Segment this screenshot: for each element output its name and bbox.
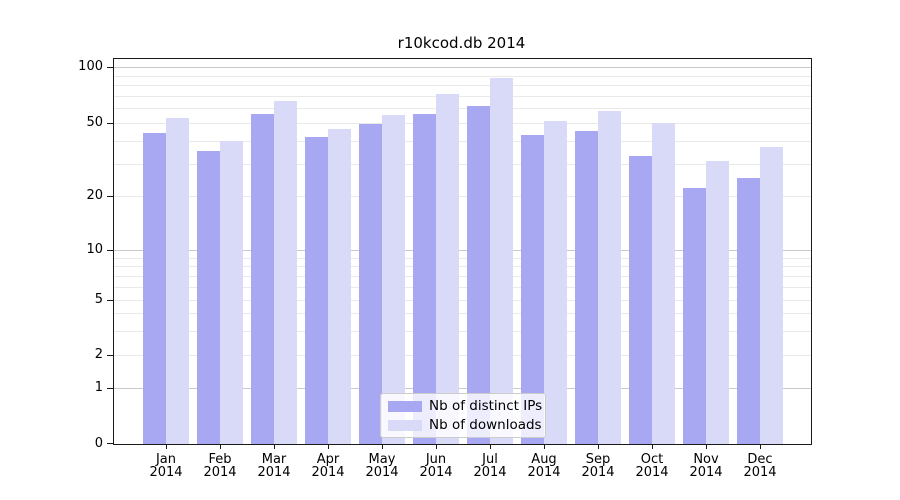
x-tick-label: Apr 2014 bbox=[311, 452, 345, 480]
y-gridline-minor bbox=[114, 257, 811, 259]
y-gridline-minor bbox=[114, 330, 811, 332]
legend-label-downloads: Nb of downloads bbox=[429, 417, 542, 433]
x-tick-label: Feb 2014 bbox=[203, 452, 237, 480]
x-tick-label: May 2014 bbox=[365, 452, 399, 480]
y-gridline-minor bbox=[114, 75, 811, 77]
bar-distinct-ips bbox=[413, 113, 436, 444]
y-gridline-minor bbox=[114, 313, 811, 315]
bar-distinct-ips bbox=[467, 105, 490, 444]
y-gridline-minor bbox=[114, 266, 811, 268]
bar-downloads bbox=[166, 118, 189, 444]
y-tick-label: 20 bbox=[86, 188, 103, 203]
bar-distinct-ips bbox=[197, 151, 220, 444]
y-gridline bbox=[114, 122, 811, 124]
x-tick-label: Jun 2014 bbox=[419, 452, 453, 480]
bar-downloads bbox=[760, 146, 783, 444]
y-tick-mark bbox=[107, 250, 114, 252]
bar-downloads bbox=[652, 122, 675, 444]
bar-downloads bbox=[220, 140, 243, 444]
y-tick-label: 2 bbox=[94, 347, 103, 363]
y-gridline bbox=[114, 355, 811, 357]
y-tick-label: 10 bbox=[86, 242, 103, 258]
legend-swatch-downloads bbox=[388, 419, 422, 431]
x-tick-mark bbox=[652, 444, 653, 449]
bar-downloads bbox=[706, 160, 729, 444]
y-tick-mark bbox=[107, 122, 114, 124]
x-tick-mark bbox=[274, 444, 275, 449]
y-gridline-minor bbox=[114, 108, 811, 110]
chart-title: r10kcod.db 2014 bbox=[397, 34, 526, 52]
y-tick-mark bbox=[107, 355, 114, 357]
x-tick-mark bbox=[382, 444, 383, 449]
bar-downloads bbox=[544, 121, 567, 444]
y-gridline-minor bbox=[114, 286, 811, 288]
legend-item-distinct-ips: Nb of distinct IPs bbox=[388, 398, 545, 414]
x-tick-label: Oct 2014 bbox=[635, 452, 669, 480]
y-gridline bbox=[114, 250, 811, 252]
x-tick-label: Jan 2014 bbox=[149, 452, 183, 480]
y-gridline-minor bbox=[114, 140, 811, 142]
bar-distinct-ips bbox=[521, 134, 544, 444]
x-tick-mark bbox=[706, 444, 707, 449]
legend: Nb of distinct IPs Nb of downloads bbox=[380, 393, 546, 438]
legend-label-distinct-ips: Nb of distinct IPs bbox=[429, 398, 543, 414]
x-tick-label: Aug 2014 bbox=[527, 452, 561, 480]
y-tick-label: 0 bbox=[94, 436, 103, 451]
x-tick-label: Sep 2014 bbox=[581, 452, 615, 480]
y-gridline-minor bbox=[114, 163, 811, 165]
bar-downloads bbox=[436, 93, 459, 444]
x-tick-mark bbox=[220, 444, 221, 449]
bar-distinct-ips bbox=[359, 124, 382, 444]
x-tick-mark bbox=[760, 444, 761, 449]
y-gridline bbox=[114, 388, 811, 390]
bar-distinct-ips bbox=[629, 155, 652, 444]
bar-downloads bbox=[382, 115, 405, 444]
bar-downloads bbox=[274, 100, 297, 444]
bar-distinct-ips bbox=[575, 131, 598, 444]
y-tick-mark bbox=[107, 388, 114, 390]
x-tick-mark bbox=[166, 444, 167, 449]
bar-downloads bbox=[598, 110, 621, 444]
bar-downloads bbox=[490, 78, 513, 444]
plot-area: Nb of distinct IPs Nb of downloads 0 1 2 5 1… bbox=[78, 58, 812, 479]
x-tick-label: Dec 2014 bbox=[743, 452, 777, 480]
legend-item-downloads: Nb of downloads bbox=[388, 417, 545, 433]
bar-distinct-ips bbox=[737, 178, 760, 444]
y-tick-mark bbox=[107, 300, 114, 301]
x-tick-mark bbox=[544, 444, 545, 449]
y-gridline-minor bbox=[114, 275, 811, 277]
x-tick-label: Nov 2014 bbox=[689, 452, 723, 480]
y-tick-label: 5 bbox=[94, 292, 103, 307]
y-gridline-minor bbox=[114, 95, 811, 97]
x-tick-mark bbox=[598, 444, 599, 449]
y-tick-mark bbox=[107, 443, 114, 444]
y-tick-label: 1 bbox=[94, 380, 103, 396]
bar-distinct-ips bbox=[143, 132, 166, 444]
bar-distinct-ips bbox=[305, 136, 328, 444]
x-tick-mark bbox=[490, 444, 491, 449]
y-gridline-minor bbox=[114, 85, 811, 87]
y-gridline bbox=[114, 300, 811, 301]
y-tick-label: 50 bbox=[86, 114, 103, 130]
y-gridline bbox=[114, 67, 811, 69]
y-tick-label: 100 bbox=[78, 59, 103, 75]
y-gridline bbox=[114, 196, 811, 197]
bar-downloads bbox=[328, 129, 351, 444]
x-tick-label: Mar 2014 bbox=[257, 452, 291, 480]
x-tick-mark bbox=[328, 444, 329, 449]
y-tick-mark bbox=[107, 196, 114, 197]
x-tick-label: Jul 2014 bbox=[473, 452, 507, 480]
y-tick-mark bbox=[107, 67, 114, 69]
bar-distinct-ips bbox=[251, 113, 274, 444]
legend-swatch-distinct-ips bbox=[388, 400, 422, 412]
bar-distinct-ips bbox=[683, 188, 706, 444]
x-tick-mark bbox=[436, 444, 437, 449]
